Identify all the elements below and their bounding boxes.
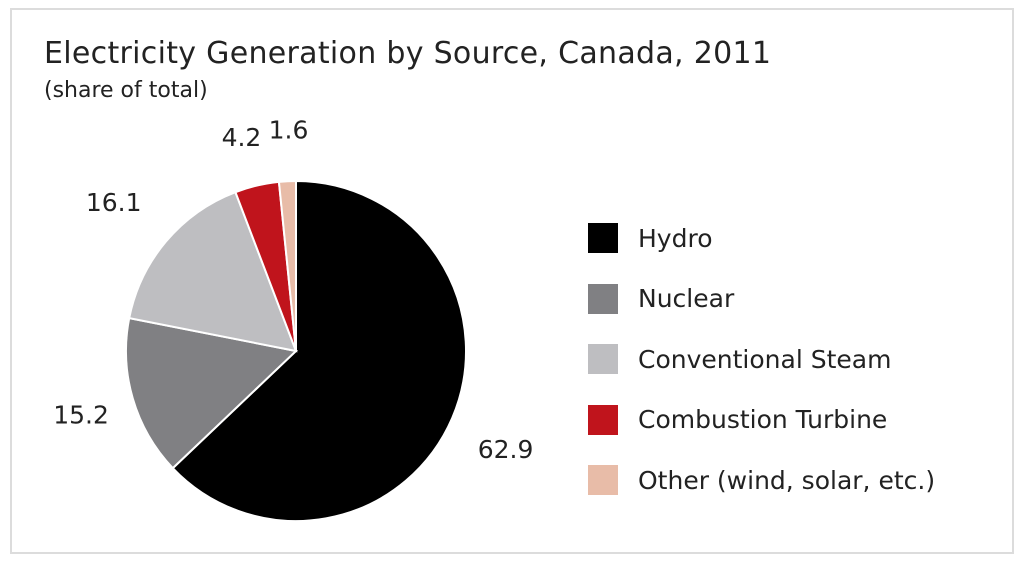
legend-item-hydro: Hydro <box>588 208 935 269</box>
legend-item-combustion-turbine: Combustion Turbine <box>588 390 935 451</box>
pie-label-nuclear: 15.2 <box>53 401 109 430</box>
legend-item-conventional-steam: Conventional Steam <box>588 329 935 390</box>
pie-slice-nuclear <box>125 316 299 470</box>
pie-label-conventional-steam: 16.1 <box>86 188 142 217</box>
legend-label-hydro: Hydro <box>638 223 713 253</box>
pie-label-combustion-turbine: 4.2 <box>222 123 262 152</box>
pie-slice-conventional-steam <box>128 190 298 353</box>
chart-subtitle: (share of total) <box>44 78 208 103</box>
legend-label-conventional-steam: Conventional Steam <box>638 344 892 374</box>
pie-slice-other <box>277 179 297 352</box>
legend-swatch-nuclear <box>588 283 618 314</box>
pie-label-other: 1.6 <box>269 115 309 144</box>
chart-legend: Hydro Nuclear Conventional Steam Combust… <box>588 208 935 511</box>
legend-swatch-hydro <box>588 223 618 254</box>
legend-label-other: Other (wind, solar, etc.) <box>638 465 936 495</box>
legend-swatch-conventional-steam <box>588 344 618 375</box>
legend-swatch-combustion-turbine <box>588 404 618 435</box>
legend-label-nuclear: Nuclear <box>638 284 735 314</box>
legend-swatch-other <box>588 465 618 496</box>
legend-item-other: Other (wind, solar, etc.) <box>588 450 935 511</box>
legend-item-nuclear: Nuclear <box>588 269 935 330</box>
chart-title: Electricity Generation by Source, Canada… <box>44 36 772 71</box>
pie-slice-hydro <box>171 179 467 522</box>
pie-label-hydro: 62.9 <box>478 435 534 464</box>
legend-label-combustion-turbine: Combustion Turbine <box>638 405 888 435</box>
